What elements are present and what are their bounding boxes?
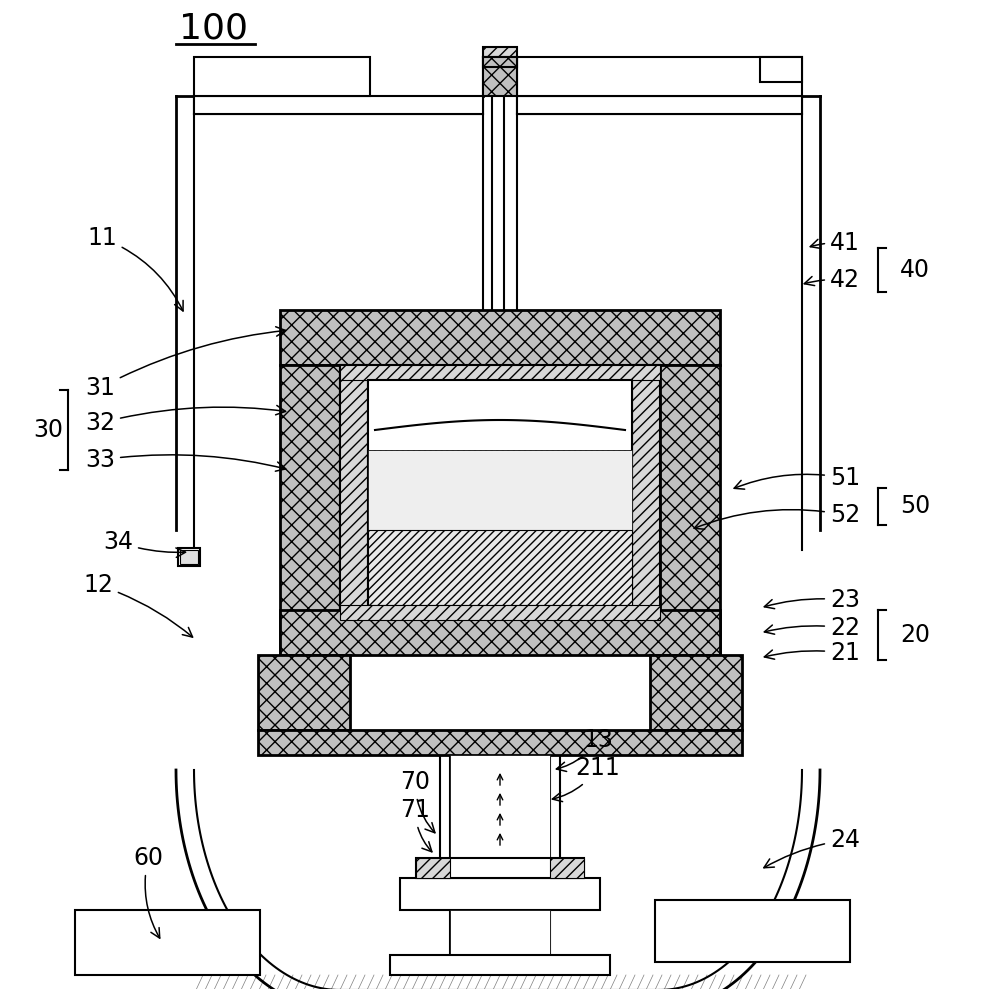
Bar xyxy=(760,57,802,82)
Bar xyxy=(368,530,632,605)
Bar xyxy=(400,878,600,910)
Bar xyxy=(650,655,742,730)
Text: 52: 52 xyxy=(694,503,860,529)
Text: 100: 100 xyxy=(179,11,248,45)
Text: 60: 60 xyxy=(133,846,163,939)
Text: 211: 211 xyxy=(552,756,620,802)
Bar xyxy=(340,605,660,620)
Bar xyxy=(632,365,660,610)
Bar xyxy=(280,365,340,655)
Bar xyxy=(450,755,550,860)
Text: 51: 51 xyxy=(734,466,860,490)
Text: 23: 23 xyxy=(764,588,860,612)
Bar xyxy=(280,610,720,655)
Bar xyxy=(258,655,350,730)
Bar xyxy=(75,910,260,975)
Bar xyxy=(280,310,720,365)
Text: 20: 20 xyxy=(900,623,930,647)
Bar xyxy=(340,365,368,610)
Bar xyxy=(416,858,584,878)
Text: 32: 32 xyxy=(85,405,286,435)
Text: 24: 24 xyxy=(764,828,860,867)
Bar xyxy=(258,730,742,755)
Bar xyxy=(660,365,720,655)
Bar xyxy=(517,96,802,114)
Text: 42: 42 xyxy=(804,268,860,292)
Text: 33: 33 xyxy=(85,448,286,472)
Bar xyxy=(194,96,483,114)
Bar xyxy=(550,858,584,878)
Bar xyxy=(655,900,850,962)
Bar xyxy=(178,548,200,566)
Bar xyxy=(194,57,370,96)
Text: 70: 70 xyxy=(400,770,435,833)
Bar xyxy=(416,858,450,878)
Text: 31: 31 xyxy=(85,326,286,400)
Bar xyxy=(483,57,517,67)
Text: 50: 50 xyxy=(900,494,930,518)
Text: 21: 21 xyxy=(764,641,860,665)
Bar xyxy=(368,380,632,610)
Text: 22: 22 xyxy=(764,616,860,640)
Text: 71: 71 xyxy=(400,798,432,852)
Bar xyxy=(340,365,660,380)
Bar xyxy=(368,450,632,530)
Text: 34: 34 xyxy=(103,530,186,558)
Bar xyxy=(368,450,632,530)
Bar xyxy=(340,365,660,610)
Text: 11: 11 xyxy=(87,226,183,311)
Text: 12: 12 xyxy=(83,573,193,637)
Bar xyxy=(390,955,610,975)
Bar xyxy=(180,550,198,564)
Text: 41: 41 xyxy=(810,231,860,255)
Text: 13: 13 xyxy=(556,728,613,771)
Text: 30: 30 xyxy=(33,418,63,442)
Text: 40: 40 xyxy=(900,258,930,282)
Bar xyxy=(483,57,517,96)
Bar xyxy=(483,47,517,57)
Bar xyxy=(450,910,550,960)
Bar xyxy=(517,57,802,96)
